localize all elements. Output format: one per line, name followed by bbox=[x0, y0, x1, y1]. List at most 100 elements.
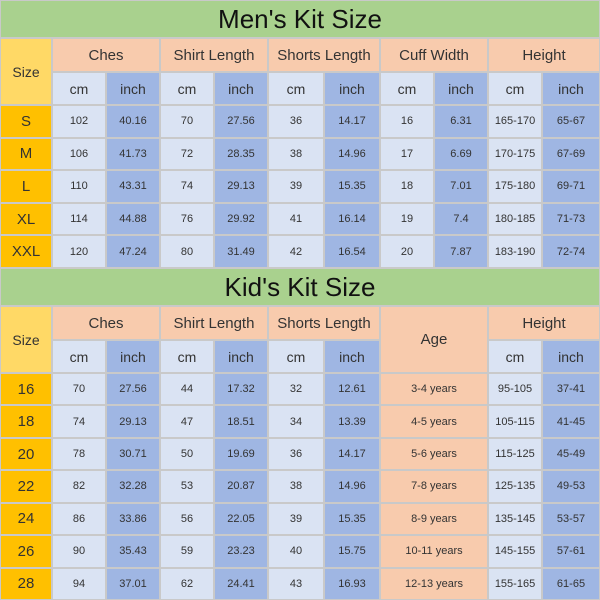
unit-header: cm bbox=[269, 341, 323, 372]
value-cell: 13.39 bbox=[325, 406, 379, 437]
value-cell: 180-185 bbox=[489, 203, 541, 235]
value-cell: 105-115 bbox=[489, 406, 541, 437]
value-cell: 120 bbox=[53, 236, 105, 267]
value-cell: 115-125 bbox=[489, 438, 541, 470]
size-label: L bbox=[1, 171, 51, 202]
value-cell: 24.41 bbox=[215, 568, 267, 599]
value-cell: 7.01 bbox=[435, 171, 487, 202]
unit-header: inch bbox=[435, 73, 487, 104]
size-label: 24 bbox=[1, 503, 51, 535]
value-cell: 90 bbox=[53, 536, 105, 567]
value-cell: 95-105 bbox=[489, 374, 541, 405]
value-cell: 6.31 bbox=[435, 106, 487, 137]
group-header: Ches bbox=[53, 39, 159, 71]
group-header: Ches bbox=[53, 307, 159, 339]
value-cell: 20 bbox=[381, 236, 433, 267]
value-cell: 170-175 bbox=[489, 138, 541, 170]
size-label: XL bbox=[1, 203, 51, 235]
value-cell: 41.73 bbox=[107, 138, 159, 170]
value-cell: 31.49 bbox=[215, 236, 267, 267]
value-cell: 106 bbox=[53, 138, 105, 170]
size-label: 16 bbox=[1, 374, 51, 405]
unit-header: cm bbox=[161, 73, 213, 104]
size-label: 20 bbox=[1, 438, 51, 470]
value-cell: 175-180 bbox=[489, 171, 541, 202]
size-header: Size bbox=[1, 307, 51, 372]
value-cell: 7.4 bbox=[435, 203, 487, 235]
value-cell: 7.87 bbox=[435, 236, 487, 267]
value-cell: 82 bbox=[53, 471, 105, 502]
value-cell: 57-61 bbox=[543, 536, 599, 567]
value-cell: 6.69 bbox=[435, 138, 487, 170]
value-cell: 65-67 bbox=[543, 106, 599, 137]
value-cell: 72-74 bbox=[543, 236, 599, 267]
group-header: Shorts Length bbox=[269, 307, 379, 339]
value-cell: 72 bbox=[161, 138, 213, 170]
value-cell: 102 bbox=[53, 106, 105, 137]
value-cell: 29.13 bbox=[107, 406, 159, 437]
value-cell: 114 bbox=[53, 203, 105, 235]
unit-header: cm bbox=[161, 341, 213, 372]
unit-header: inch bbox=[215, 341, 267, 372]
value-cell: 70 bbox=[53, 374, 105, 405]
value-cell: 27.56 bbox=[215, 106, 267, 137]
value-cell: 18.51 bbox=[215, 406, 267, 437]
value-cell: 70 bbox=[161, 106, 213, 137]
size-label: XXL bbox=[1, 236, 51, 267]
unit-header: inch bbox=[325, 73, 379, 104]
group-header: Shirt Length bbox=[161, 39, 267, 71]
group-header: Age bbox=[381, 307, 487, 372]
group-header: Shorts Length bbox=[269, 39, 379, 71]
value-cell: 29.13 bbox=[215, 171, 267, 202]
value-cell: 15.35 bbox=[325, 171, 379, 202]
unit-header: cm bbox=[489, 73, 541, 104]
value-cell: 43 bbox=[269, 568, 323, 599]
value-cell: 37.01 bbox=[107, 568, 159, 599]
value-cell: 42 bbox=[269, 236, 323, 267]
unit-header: inch bbox=[325, 341, 379, 372]
value-cell: 29.92 bbox=[215, 203, 267, 235]
value-cell: 86 bbox=[53, 503, 105, 535]
unit-header: cm bbox=[489, 341, 541, 372]
value-cell: 40 bbox=[269, 536, 323, 567]
value-cell: 14.96 bbox=[325, 138, 379, 170]
table-title: Kid's Kit Size bbox=[1, 269, 599, 305]
value-cell: 23.23 bbox=[215, 536, 267, 567]
value-cell: 94 bbox=[53, 568, 105, 599]
value-cell: 14.96 bbox=[325, 471, 379, 502]
unit-header: cm bbox=[53, 73, 105, 104]
size-label: S bbox=[1, 106, 51, 137]
value-cell: 67-69 bbox=[543, 138, 599, 170]
value-cell: 12.61 bbox=[325, 374, 379, 405]
value-cell: 32 bbox=[269, 374, 323, 405]
value-cell: 7-8 years bbox=[381, 471, 487, 502]
value-cell: 16.93 bbox=[325, 568, 379, 599]
value-cell: 62 bbox=[161, 568, 213, 599]
size-label: 28 bbox=[1, 568, 51, 599]
value-cell: 15.35 bbox=[325, 503, 379, 535]
value-cell: 71-73 bbox=[543, 203, 599, 235]
value-cell: 19 bbox=[381, 203, 433, 235]
value-cell: 16 bbox=[381, 106, 433, 137]
value-cell: 44 bbox=[161, 374, 213, 405]
value-cell: 39 bbox=[269, 503, 323, 535]
value-cell: 16.54 bbox=[325, 236, 379, 267]
value-cell: 41 bbox=[269, 203, 323, 235]
size-label: 18 bbox=[1, 406, 51, 437]
unit-header: inch bbox=[107, 73, 159, 104]
value-cell: 74 bbox=[53, 406, 105, 437]
unit-header: inch bbox=[543, 73, 599, 104]
value-cell: 53 bbox=[161, 471, 213, 502]
value-cell: 47 bbox=[161, 406, 213, 437]
value-cell: 110 bbox=[53, 171, 105, 202]
group-header: Shirt Length bbox=[161, 307, 267, 339]
value-cell: 36 bbox=[269, 438, 323, 470]
size-label: M bbox=[1, 138, 51, 170]
size-label: 26 bbox=[1, 536, 51, 567]
unit-header: cm bbox=[381, 73, 433, 104]
value-cell: 38 bbox=[269, 471, 323, 502]
value-cell: 4-5 years bbox=[381, 406, 487, 437]
value-cell: 38 bbox=[269, 138, 323, 170]
value-cell: 20.87 bbox=[215, 471, 267, 502]
group-header: Height bbox=[489, 39, 599, 71]
